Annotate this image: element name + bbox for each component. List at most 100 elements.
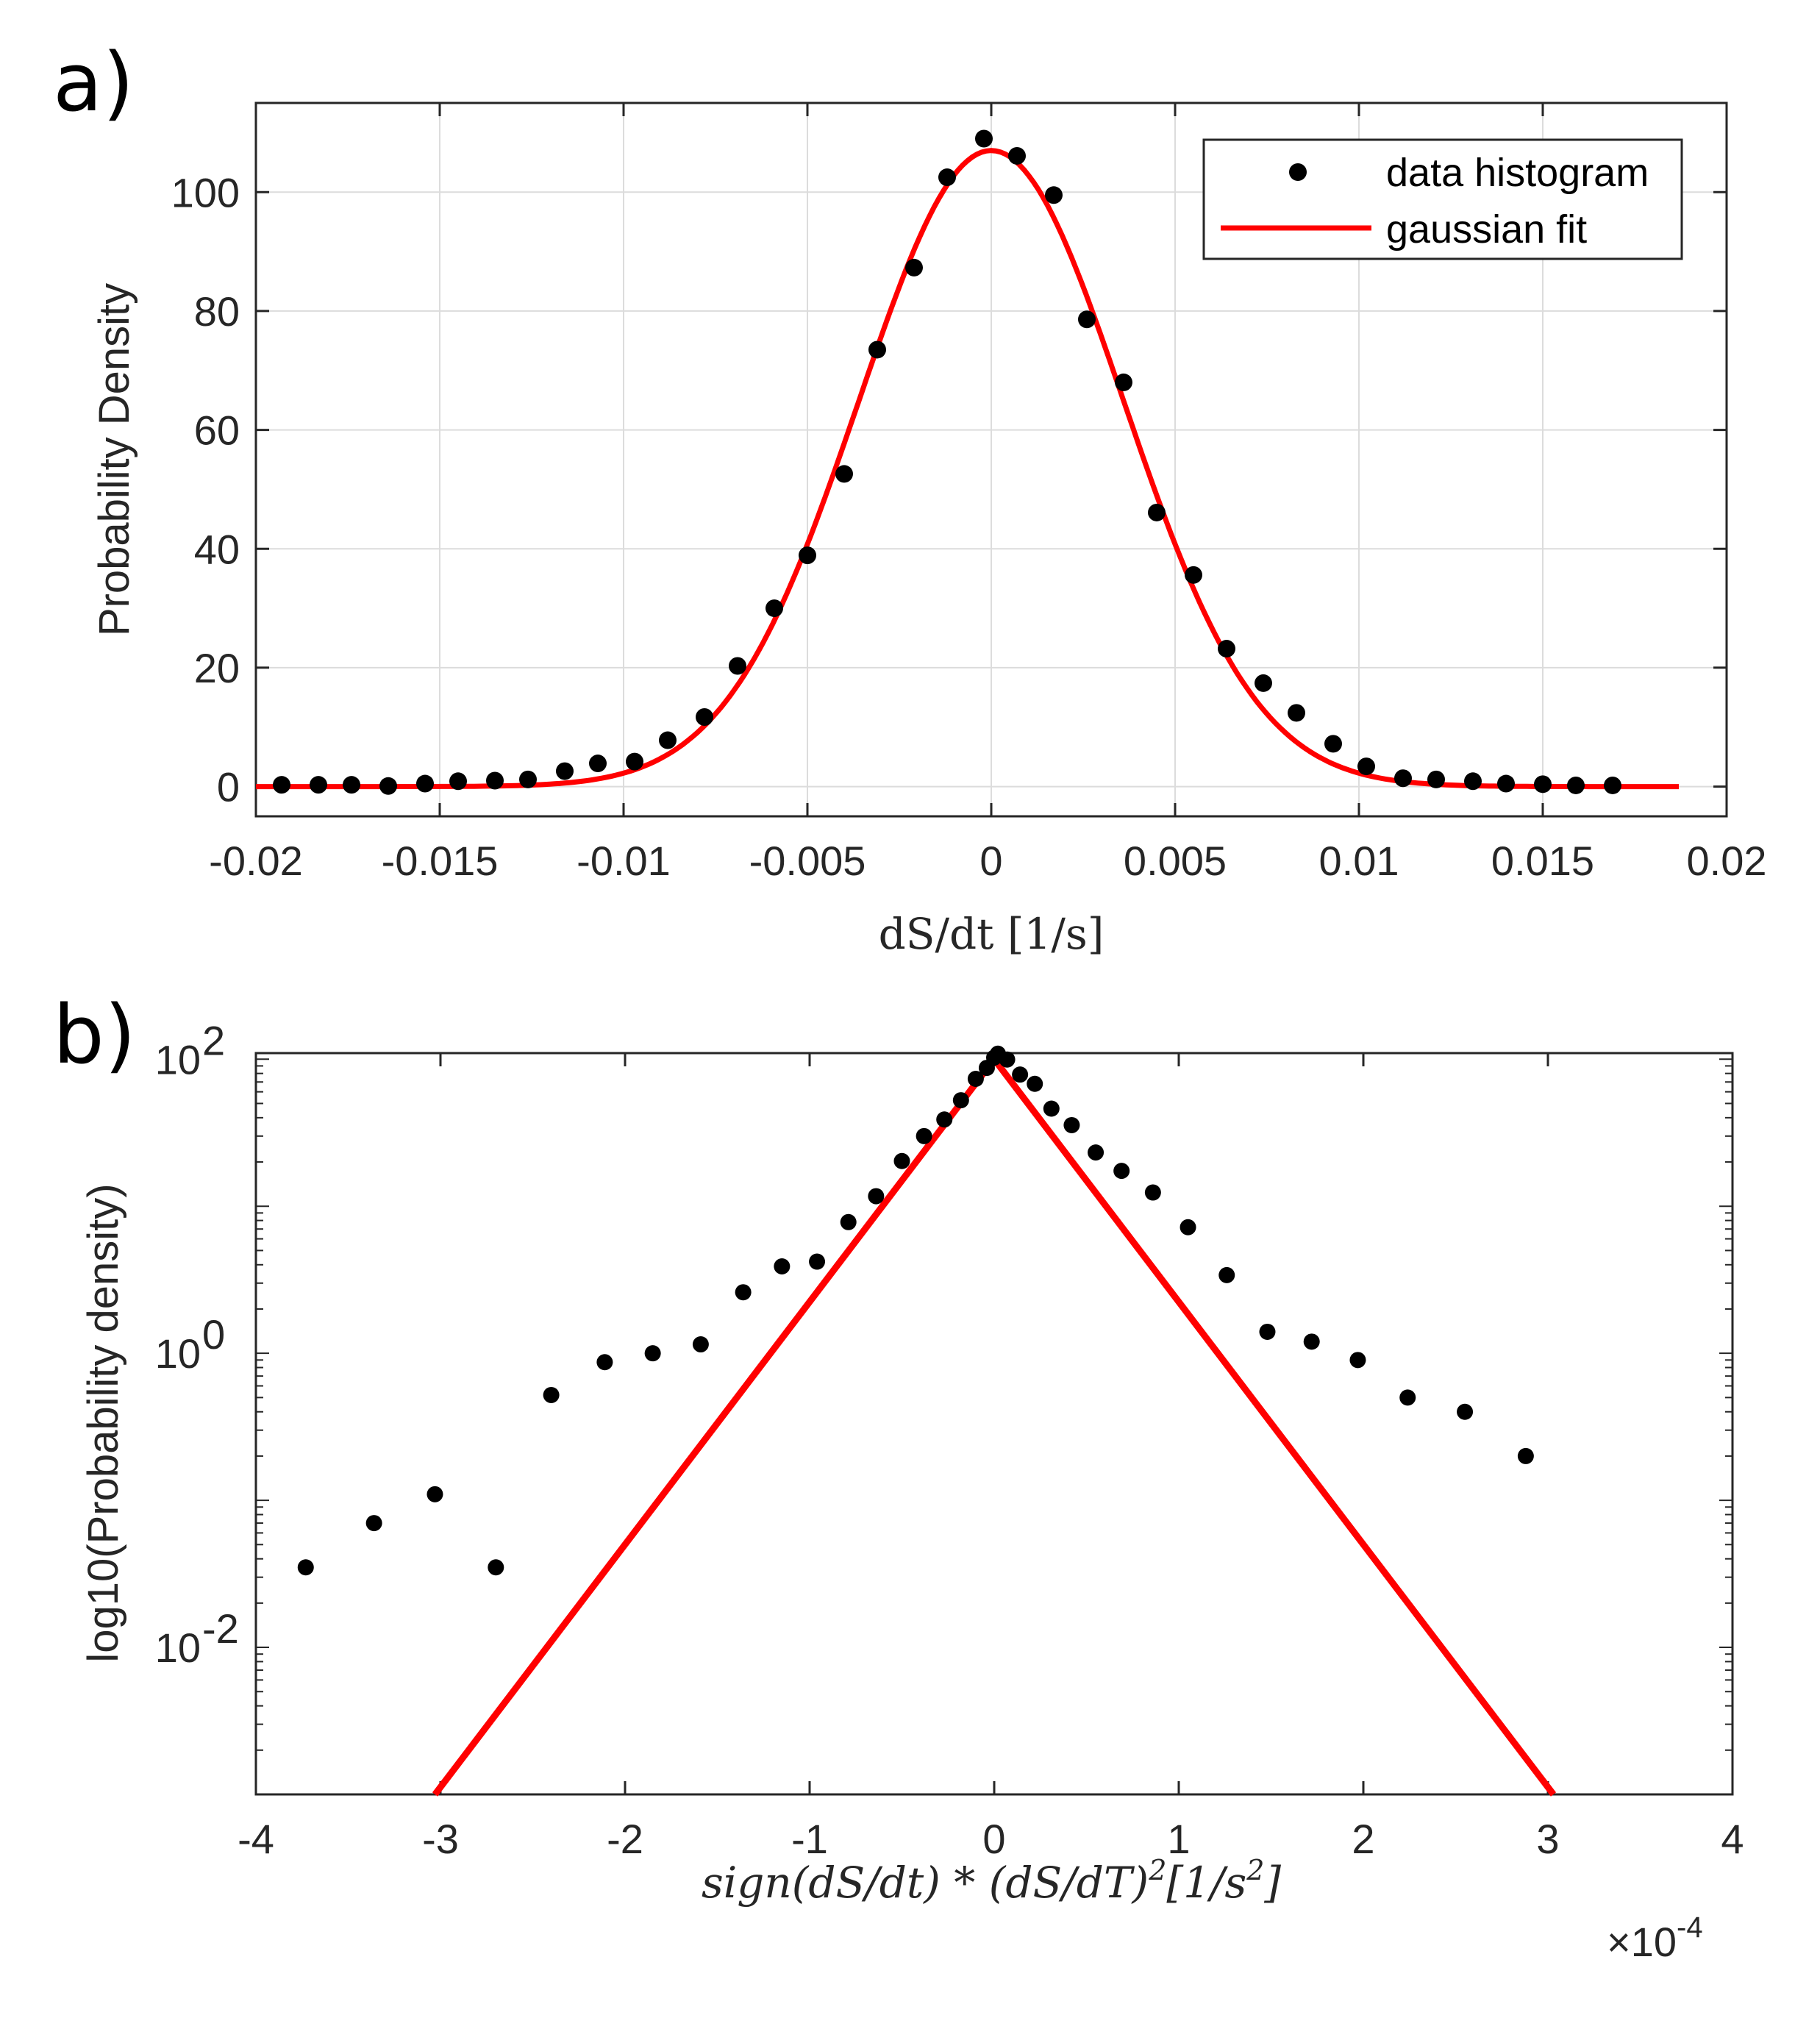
data-point bbox=[543, 1386, 560, 1403]
data-point bbox=[589, 755, 607, 773]
panel-a-y-ticks: 0 20 40 60 80 100 bbox=[171, 169, 1727, 810]
data-point bbox=[1185, 566, 1202, 584]
data-point bbox=[1427, 770, 1445, 788]
x-tick-label: 0.02 bbox=[1687, 838, 1767, 884]
data-point bbox=[556, 762, 574, 780]
y-tick-label: 100 bbox=[171, 169, 240, 215]
data-point bbox=[774, 1258, 791, 1274]
data-point bbox=[596, 1354, 613, 1371]
data-point bbox=[1113, 1163, 1130, 1180]
data-point bbox=[1399, 1389, 1416, 1406]
data-point bbox=[1349, 1352, 1366, 1369]
legend-box bbox=[1202, 138, 1683, 260]
data-point bbox=[809, 1253, 826, 1270]
data-point bbox=[379, 777, 397, 795]
x-tick-label: -0.02 bbox=[209, 838, 303, 884]
data-point bbox=[1008, 146, 1026, 165]
panel-b-fit-line bbox=[432, 1053, 1557, 1797]
x-label-main: sign(dS/dt) * (dS/dT) bbox=[702, 1858, 1149, 1908]
data-point bbox=[1180, 1219, 1196, 1235]
data-point bbox=[766, 599, 783, 618]
panel-b-plot-area bbox=[254, 1052, 1734, 1796]
panel-a-data-points bbox=[273, 129, 1621, 795]
x-tick-label: 0.015 bbox=[1491, 838, 1594, 884]
panel-a-x-ticks: -0.02 -0.015 -0.01 -0.005 0 0.005 0.01 0.015 0.0… bbox=[209, 103, 1767, 884]
x-tick-label: 3 bbox=[1536, 1816, 1559, 1862]
data-point bbox=[696, 708, 713, 727]
data-point bbox=[692, 1336, 709, 1353]
data-point bbox=[644, 1345, 661, 1362]
data-point bbox=[1144, 1184, 1161, 1201]
data-point bbox=[1012, 1066, 1029, 1083]
panel-a-x-axis-label: dS/dt [1/s] bbox=[879, 909, 1105, 959]
data-point bbox=[1218, 640, 1235, 658]
panel-b-y-axis-label: log10(Probability density) bbox=[79, 1183, 127, 1662]
data-point bbox=[1288, 704, 1305, 722]
x-label-units-close: ] bbox=[1263, 1858, 1281, 1908]
data-point bbox=[967, 1071, 984, 1088]
x-tick-label: -0.005 bbox=[749, 838, 866, 884]
y-tick-label: 20 bbox=[194, 645, 240, 691]
y-tick-label: 10 bbox=[155, 1625, 201, 1671]
data-point bbox=[1517, 1447, 1534, 1464]
x-tick-label: 0.01 bbox=[1319, 838, 1399, 884]
x-tick-label: -4 bbox=[238, 1816, 274, 1862]
data-point bbox=[1115, 373, 1132, 391]
data-point bbox=[1078, 310, 1096, 329]
data-point bbox=[273, 776, 290, 794]
data-point bbox=[905, 258, 923, 277]
panel-a-y-axis-label: Probability Density bbox=[90, 283, 138, 636]
data-point bbox=[1357, 757, 1375, 776]
data-point bbox=[488, 1559, 504, 1576]
panel-a: a) -0.02 -0.015 -0.01 -0.005 0 0.005 0.01 0.015… bbox=[53, 35, 1767, 959]
data-point bbox=[835, 465, 853, 483]
y-tick-label: 40 bbox=[194, 526, 240, 572]
x-tick-label: -0.015 bbox=[382, 838, 499, 884]
data-point bbox=[486, 771, 504, 790]
x-multiplier-base: ×10 bbox=[1607, 1919, 1677, 1965]
data-point bbox=[1027, 1075, 1043, 1092]
y-tick-label: 60 bbox=[194, 407, 240, 454]
data-point bbox=[626, 752, 643, 771]
data-point bbox=[1324, 735, 1342, 753]
data-point bbox=[1534, 775, 1552, 794]
panel-a-label: a) bbox=[53, 35, 134, 129]
data-point bbox=[1604, 776, 1621, 794]
x-tick-label: -0.01 bbox=[577, 838, 671, 884]
data-point bbox=[1259, 1323, 1276, 1340]
data-point bbox=[893, 1152, 910, 1169]
data-point bbox=[1394, 769, 1412, 788]
data-point bbox=[519, 770, 537, 788]
data-point bbox=[1043, 1100, 1060, 1117]
y-tick-exponent: 2 bbox=[202, 1017, 225, 1063]
data-point bbox=[1303, 1333, 1320, 1350]
y-tick-label: 10 bbox=[155, 1036, 201, 1083]
data-point bbox=[1088, 1144, 1105, 1161]
panel-b-x-axis-label: sign(dS/dt) * (dS/dT)2[1/s2] bbox=[702, 1854, 1281, 1908]
data-point bbox=[416, 774, 434, 793]
data-point bbox=[840, 1213, 857, 1230]
data-point bbox=[735, 1284, 752, 1301]
x-tick-label: 0.005 bbox=[1124, 838, 1227, 884]
panel-b-x-multiplier: ×10-4 bbox=[1607, 1911, 1703, 1965]
x-label-exponent: 2 bbox=[1148, 1854, 1166, 1886]
panel-a-legend: data histogram gaussian fit bbox=[1202, 138, 1683, 260]
x-tick-label: -2 bbox=[607, 1816, 643, 1862]
data-point bbox=[1148, 503, 1166, 521]
data-point bbox=[1255, 674, 1272, 692]
data-point bbox=[916, 1127, 932, 1144]
data-point bbox=[952, 1092, 969, 1109]
data-point bbox=[999, 1051, 1016, 1068]
data-point bbox=[1457, 1403, 1474, 1420]
x-tick-label: 0 bbox=[982, 1816, 1005, 1862]
data-point bbox=[1497, 774, 1515, 793]
data-point bbox=[310, 776, 327, 794]
panel-b-label: b) bbox=[53, 988, 136, 1082]
data-point bbox=[936, 1111, 953, 1128]
data-point bbox=[1218, 1266, 1235, 1283]
data-point bbox=[868, 1188, 885, 1205]
data-point bbox=[975, 129, 993, 148]
